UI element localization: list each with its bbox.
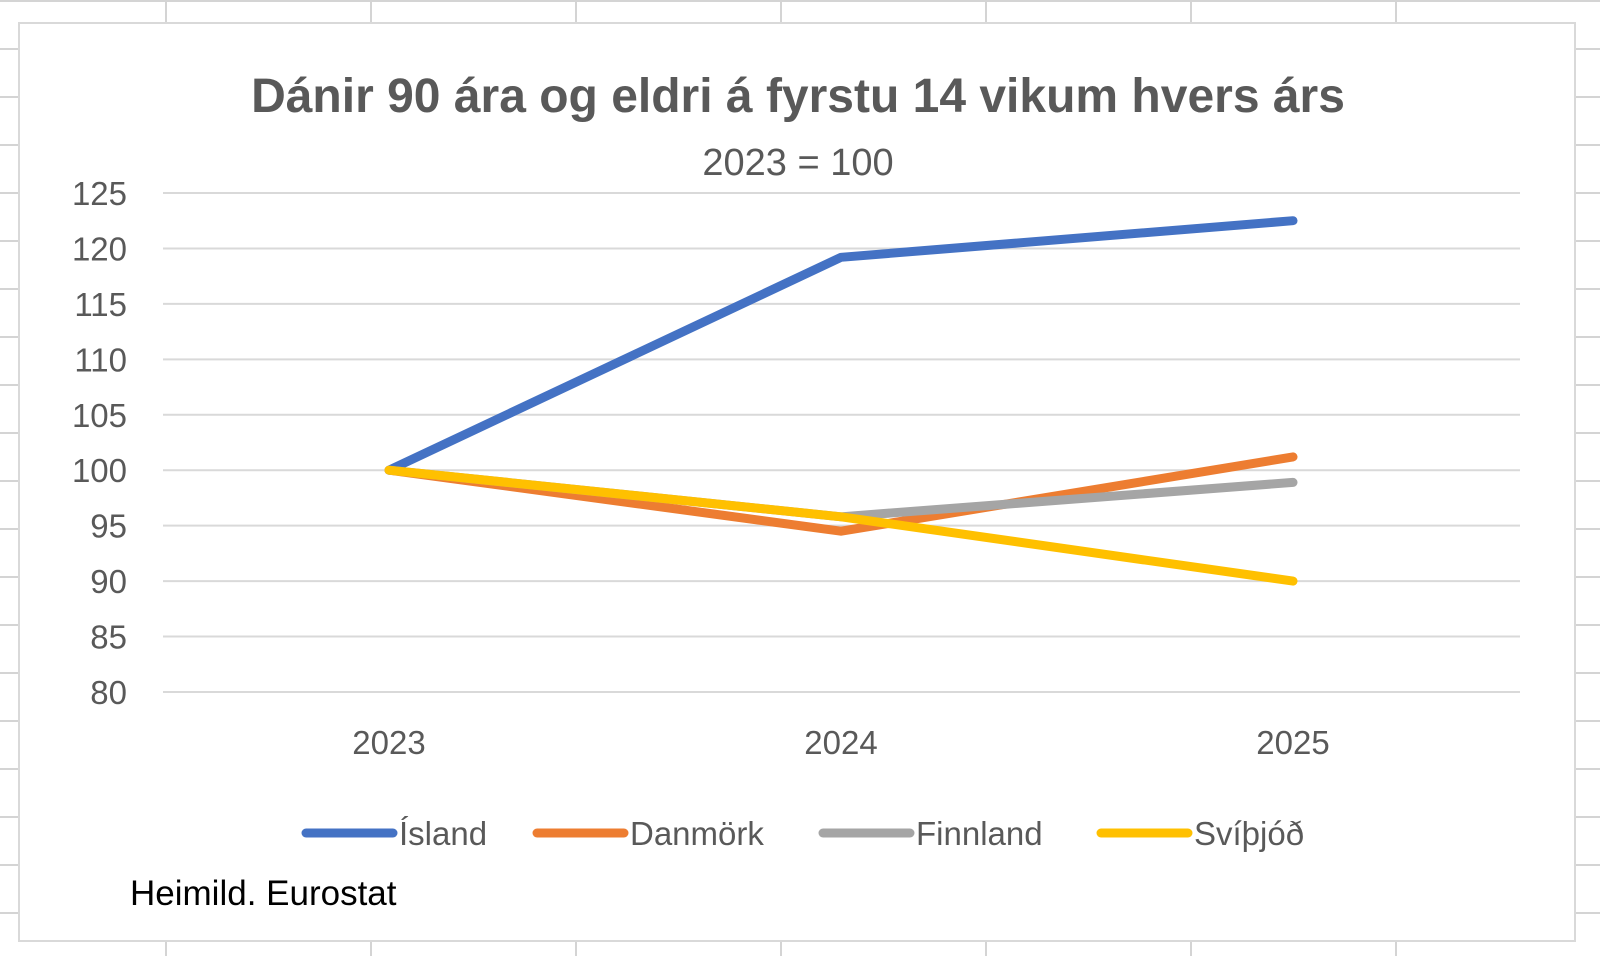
chart-subtitle: 2023 = 100 [702,142,893,184]
y-tick-label: 105 [72,397,127,434]
gridlines [163,192,1520,693]
y-axis-ticks: 125 120 115 110 105 100 95 90 85 80 [72,175,127,711]
series-line-1 [384,452,1298,536]
source-note: Heimild. Eurostat [130,874,397,913]
y-tick-label: 85 [90,619,127,656]
legend-item-0[interactable]: Ísland [301,815,487,852]
y-tick-label: 80 [90,674,127,711]
series-lines [384,216,1298,586]
y-tick-label: 115 [74,286,127,323]
series-line-3 [384,465,1298,586]
x-tick-label: 2023 [352,724,425,761]
y-tick-label: 110 [74,341,127,378]
y-tick-label: 120 [72,230,127,267]
x-axis-ticks: 2023 2024 2025 [352,724,1329,761]
x-tick-label: 2025 [1256,724,1329,761]
series-line-0 [384,216,1298,475]
x-tick-label: 2024 [804,724,877,761]
y-tick-label: 90 [90,563,127,600]
y-tick-label: 100 [72,452,127,489]
chart-frame[interactable] [18,22,1576,942]
legend-item-3[interactable]: Svíþjóð [1096,815,1304,852]
legend[interactable]: Ísland Danmörk Finnland Svíþjóð [301,815,1304,852]
legend-label: Finnland [916,815,1043,852]
y-tick-label: 95 [90,508,127,545]
legend-label: Svíþjóð [1194,815,1304,852]
y-tick-label: 125 [72,175,127,212]
legend-label: Danmörk [630,815,764,852]
legend-item-1[interactable]: Danmörk [532,815,764,852]
legend-item-2[interactable]: Finnland [818,815,1043,852]
chart-title: Dánir 90 ára og eldri á fyrstu 14 vikum … [251,70,1345,123]
legend-label: Ísland [399,815,487,852]
